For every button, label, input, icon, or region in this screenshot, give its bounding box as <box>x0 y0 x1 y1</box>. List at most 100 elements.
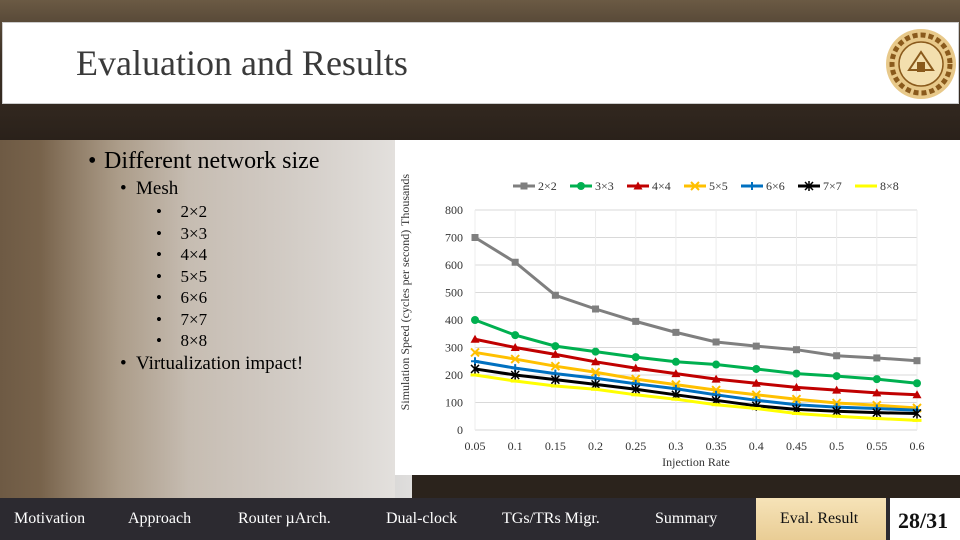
data-point <box>792 346 800 354</box>
data-point <box>511 331 520 340</box>
x-tick-label: 0.05 <box>465 439 486 453</box>
series-line <box>474 359 918 412</box>
series-line <box>474 337 918 397</box>
bullet-size: • 4×4 <box>156 245 208 264</box>
data-point <box>791 382 801 391</box>
data-point <box>470 363 480 374</box>
data-point <box>751 378 761 387</box>
data-point <box>711 385 721 395</box>
data-point <box>671 397 681 401</box>
legend-marker <box>577 182 585 190</box>
data-point <box>470 373 480 377</box>
page-number-box <box>890 498 960 540</box>
bullet-text: Virtualization impact! <box>136 353 304 374</box>
data-point <box>631 363 641 372</box>
bullet-size: • 6×6 <box>156 288 208 307</box>
nav-item-tgs-trs-migr[interactable]: TGs/TRs Migr. <box>502 510 600 527</box>
y-tick-label: 700 <box>445 231 463 245</box>
legend-marker <box>520 182 528 190</box>
data-point <box>551 291 559 299</box>
nav-item-motivation[interactable]: Motivation <box>14 510 86 527</box>
data-point <box>631 384 641 395</box>
university-logo-icon <box>886 29 956 99</box>
legend-label: 4×4 <box>652 179 671 193</box>
data-point <box>792 369 801 378</box>
data-point <box>510 354 520 364</box>
series-line <box>474 318 918 385</box>
x-tick-label: 0.15 <box>545 439 566 453</box>
data-point <box>833 352 841 360</box>
data-point <box>631 353 640 362</box>
data-point <box>872 416 882 420</box>
legend-label: 3×3 <box>595 179 614 193</box>
nav-item-router-arch[interactable]: Router µArch. <box>238 510 331 527</box>
data-point <box>510 379 520 383</box>
data-point <box>752 342 760 350</box>
series-line <box>474 236 918 363</box>
slide-title: Evaluation and Results <box>76 43 408 83</box>
series-line <box>474 367 918 415</box>
nav-active-highlight <box>756 498 886 540</box>
data-point <box>510 370 520 380</box>
bullet-text: Different network size <box>104 148 320 174</box>
data-point <box>470 347 480 358</box>
data-point <box>711 374 721 383</box>
x-tick-label: 0.1 <box>508 439 523 453</box>
data-point <box>592 305 600 313</box>
data-point <box>912 408 922 419</box>
y-axis-title: Simulation Speed (cycles per second) <box>398 230 412 411</box>
data-point <box>752 364 761 373</box>
bullet-text: Mesh <box>136 178 179 199</box>
y-tick-label: 800 <box>445 203 463 217</box>
data-point <box>510 343 520 351</box>
data-point <box>712 338 720 346</box>
data-point <box>591 387 601 391</box>
legend-marker <box>633 181 643 190</box>
data-point <box>591 379 601 390</box>
x-tick-label: 0.35 <box>706 439 727 453</box>
data-point <box>550 384 560 388</box>
title-bar <box>2 22 959 104</box>
bullet-size: • 7×7 <box>156 310 208 329</box>
legend-label: 6×6 <box>766 179 785 193</box>
bullet-size: • 3×3 <box>156 224 208 243</box>
data-point <box>671 357 680 366</box>
data-point <box>590 367 601 377</box>
data-point <box>791 394 802 404</box>
nav-item-summary[interactable]: Summary <box>655 510 718 527</box>
bullet-size: • 8×8 <box>156 331 208 350</box>
y-tick-label: 600 <box>445 258 463 272</box>
x-tick-label: 0.25 <box>625 439 646 453</box>
data-point <box>631 393 641 397</box>
data-point <box>912 390 922 399</box>
page-number: 28/31 <box>898 508 949 533</box>
data-point <box>591 347 600 356</box>
nav-item-approach[interactable]: Approach <box>128 510 192 527</box>
y-tick-label: 300 <box>445 341 463 355</box>
data-point <box>550 374 560 385</box>
data-point <box>551 342 560 351</box>
y-tick-label: 200 <box>445 368 463 382</box>
data-point <box>591 357 601 366</box>
bullet-virtualization: • Virtualization impact! <box>120 353 304 374</box>
data-point <box>470 334 480 343</box>
data-point <box>832 414 842 418</box>
series-line <box>474 350 918 410</box>
data-point <box>873 354 881 362</box>
x-tick-label: 0.2 <box>588 439 603 453</box>
data-point <box>672 328 680 336</box>
nav-item-dual-clock[interactable]: Dual-clock <box>386 510 458 527</box>
x-tick-label: 0.55 <box>866 439 887 453</box>
data-point <box>712 360 721 369</box>
data-point <box>832 372 841 381</box>
x-tick-label: 0.5 <box>829 439 844 453</box>
x-tick-label: 0.4 <box>749 439 764 453</box>
legend-label: 5×5 <box>709 179 728 193</box>
x-axis-title: Injection Rate <box>662 455 730 469</box>
data-point <box>872 388 882 397</box>
data-point <box>751 390 761 400</box>
bullet-size: • 2×2 <box>156 202 208 221</box>
nav-item-eval-result[interactable]: Eval. Result <box>780 510 859 527</box>
data-point <box>913 357 921 365</box>
legend-label: 2×2 <box>538 179 557 193</box>
